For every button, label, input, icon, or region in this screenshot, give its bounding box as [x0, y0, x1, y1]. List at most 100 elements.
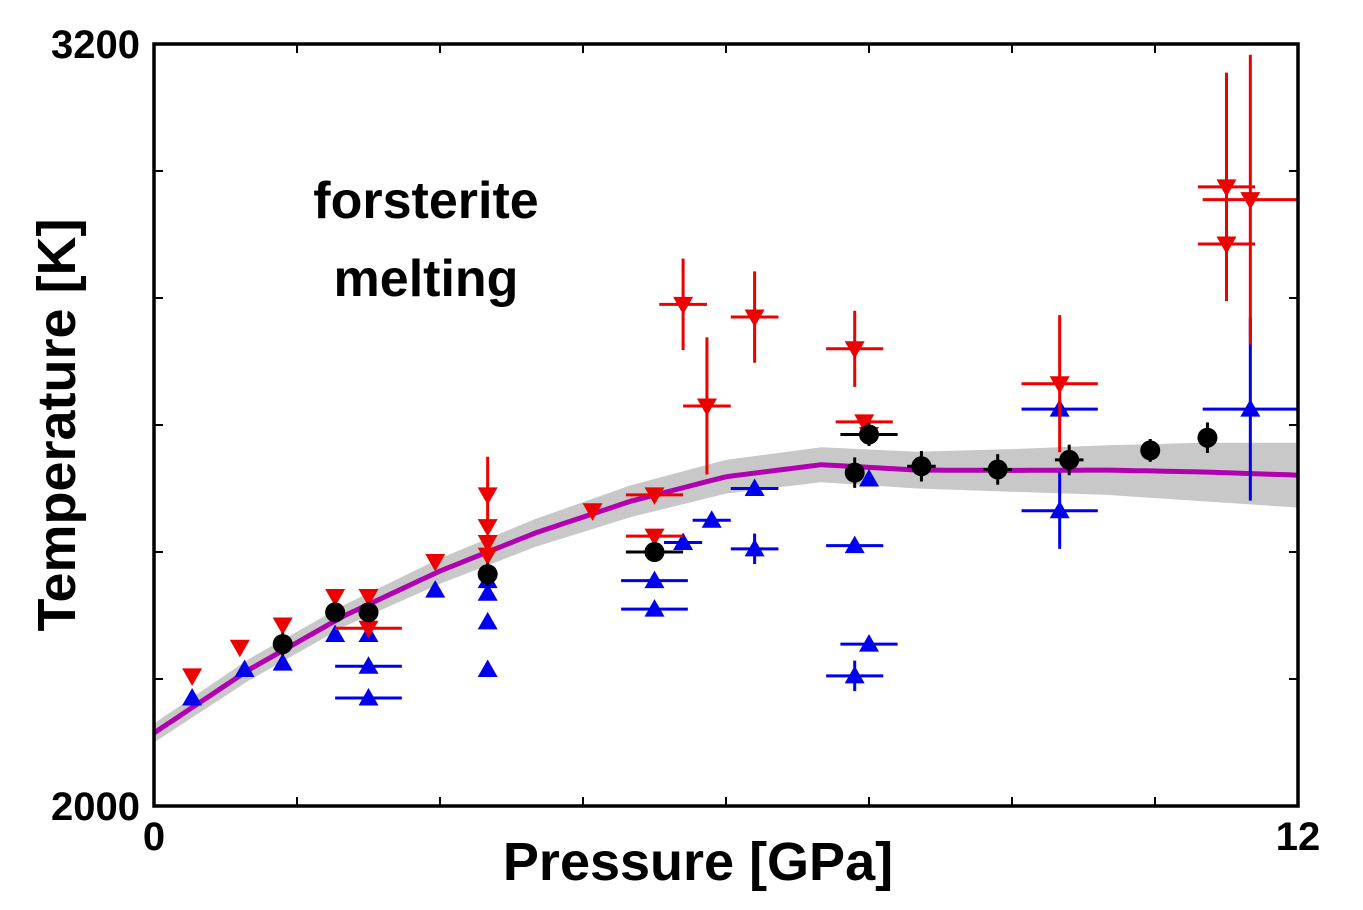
upper-bound-point-8: [477, 519, 498, 537]
lower-bound-marker-0: [182, 688, 203, 706]
upper-bound-marker-23: [1216, 236, 1237, 255]
upper-bound-point-14: [659, 258, 707, 351]
lower-bound-point-18: [826, 535, 884, 554]
upper-bound-marker-13: [644, 528, 665, 547]
lower-bound-marker-6: [358, 688, 379, 706]
lower-bound-point-13: [621, 599, 688, 617]
measured-marker-9: [1059, 449, 1080, 470]
upper-bound-series: [182, 54, 1298, 686]
measured-point-5: [844, 457, 865, 488]
lower-bound-marker-15: [701, 510, 722, 528]
lower-bound-point-19: [859, 468, 879, 487]
upper-bound-marker-5: [358, 620, 379, 639]
upper-bound-point-11: [582, 503, 603, 521]
lower-bound-point-21: [826, 660, 884, 692]
upper-bound-marker-21: [1216, 179, 1237, 197]
measured-marker-0: [272, 634, 293, 655]
upper-bound-marker-2: [272, 617, 293, 636]
lower-bound-point-1: [234, 659, 255, 677]
upper-bound-point-6: [425, 554, 446, 572]
lower-bound-marker-3: [325, 624, 346, 643]
measured-marker-2: [358, 602, 379, 623]
lower-bound-marker-16: [744, 478, 765, 496]
plot-frame: [152, 42, 1300, 808]
lower-bound-marker-13: [644, 599, 665, 617]
upper-bound-marker-22: [1240, 192, 1261, 210]
upper-bound-point-9: [477, 534, 498, 553]
upper-bound-marker-8: [477, 519, 498, 537]
lower-bound-marker-9: [477, 583, 498, 601]
measured-point-2: [358, 602, 379, 623]
lower-bound-marker-5: [358, 656, 379, 674]
lower-bound-marker-19: [859, 468, 879, 487]
lower-bound-marker-24: [1240, 399, 1261, 417]
upper-bound-marker-14: [673, 296, 694, 315]
upper-bound-point-22: [1202, 54, 1298, 345]
measured-marker-3: [477, 564, 498, 585]
lower-bound-point-12: [621, 570, 688, 589]
x-axis-label: Pressure [GPa]: [503, 832, 893, 892]
upper-bound-marker-3: [325, 588, 346, 607]
x-tick-label-0: 0: [143, 815, 165, 859]
lower-bound-point-2: [272, 653, 293, 671]
upper-bound-point-15: [683, 337, 731, 475]
measured-marker-10: [1140, 440, 1161, 461]
upper-bound-marker-15: [696, 398, 717, 416]
measured-point-9: [1054, 444, 1084, 476]
upper-bound-marker-16: [744, 309, 765, 328]
plot-area: [154, 54, 1298, 743]
lower-bound-series: [182, 317, 1298, 706]
measured-point-1: [325, 602, 346, 623]
upper-bound-point-17: [826, 310, 884, 387]
upper-bound-marker-6: [425, 554, 446, 572]
measured-marker-1: [325, 602, 346, 623]
upper-bound-marker-12: [644, 487, 665, 505]
lower-bound-point-6: [335, 688, 402, 706]
upper-bound-marker-9: [477, 534, 498, 553]
lower-bound-marker-10: [477, 611, 498, 630]
measured-marker-6: [859, 424, 879, 445]
lower-bound-point-20: [840, 634, 898, 652]
lower-bound-point-24: [1202, 317, 1298, 501]
lower-bound-point-7: [425, 580, 446, 598]
upper-bound-point-12: [625, 487, 684, 505]
lower-bound-point-10: [477, 611, 498, 630]
y-tick-label-0: 2000: [51, 785, 140, 829]
upper-bound-marker-0: [182, 668, 203, 686]
y-axis-label: Temperature [K]: [27, 218, 87, 631]
upper-bound-point-5: [335, 620, 402, 639]
measured-point-7: [907, 451, 936, 482]
measured-marker-7: [911, 456, 932, 477]
upper-bound-marker-4: [358, 588, 379, 607]
upper-bound-point-0: [182, 668, 203, 686]
annotation: forsterite melting: [313, 172, 538, 308]
lower-bound-point-0: [182, 688, 203, 706]
measured-point-4: [625, 542, 684, 562]
lower-bound-marker-21: [844, 665, 865, 684]
x-tick-label-1: 12: [1276, 815, 1321, 859]
measured-point-0: [272, 632, 293, 656]
measured-point-3: [477, 562, 498, 586]
annotation-line-2: melting: [334, 250, 519, 308]
upper-bound-point-21: [1197, 72, 1256, 302]
lower-bound-marker-20: [859, 634, 879, 652]
upper-bound-point-2: [272, 617, 293, 636]
upper-bound-point-23: [1197, 236, 1256, 255]
upper-bound-marker-1: [229, 639, 250, 658]
upper-bound-marker-10: [477, 547, 498, 566]
measured-point-8: [983, 454, 1012, 485]
lower-bound-point-14: [664, 532, 703, 550]
measured-point-10: [1140, 438, 1161, 462]
lower-bound-marker-11: [477, 659, 498, 677]
lower-bound-point-3: [325, 624, 346, 643]
lower-bound-marker-1: [234, 659, 255, 677]
annotation-line-1: forsterite: [313, 172, 538, 230]
upper-bound-marker-11: [582, 503, 603, 521]
measured-marker-11: [1197, 427, 1218, 448]
upper-bound-point-4: [358, 588, 379, 607]
upper-bound-point-18: [835, 414, 893, 432]
upper-bound-point-1: [229, 639, 250, 658]
measured-point-6: [840, 423, 898, 446]
tick-labels: 0 12 2000 3200: [51, 23, 1320, 859]
